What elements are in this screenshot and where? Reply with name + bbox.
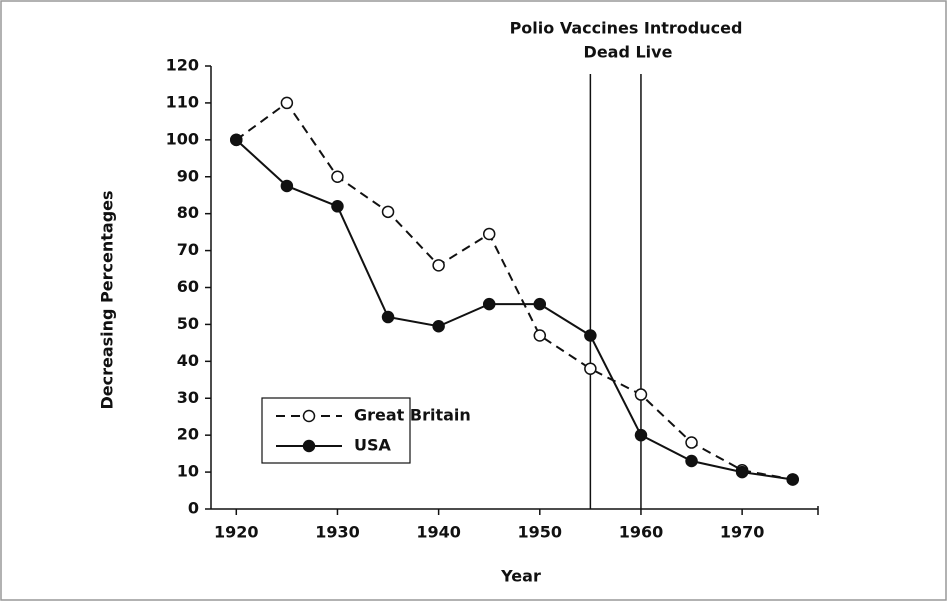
data-point: [381, 205, 395, 219]
data-point: [634, 428, 648, 442]
data-point: [432, 259, 445, 272]
data-point: [533, 329, 547, 342]
x-tick-label: 1940: [416, 523, 461, 542]
y-tick-label: 100: [166, 129, 199, 148]
data-point: [685, 454, 698, 468]
data-point: [482, 227, 496, 241]
y-tick-label: 110: [166, 92, 199, 111]
data-point: [331, 170, 344, 183]
data-point: [786, 473, 799, 486]
data-point: [482, 297, 496, 311]
data-point: [381, 310, 395, 324]
y-tick-label: 90: [177, 166, 199, 185]
x-tick-label: 1930: [315, 523, 360, 542]
x-tick-label: 1950: [518, 523, 563, 542]
y-tick-label: 40: [177, 351, 199, 370]
data-point: [280, 96, 294, 110]
x-tick-label: 1970: [720, 523, 765, 542]
y-tick-label: 30: [177, 388, 199, 407]
y-tick-label: 0: [188, 499, 199, 518]
y-tick-label: 20: [177, 425, 199, 444]
y-tick-label: 70: [177, 240, 199, 259]
annotation: Polio Vaccines Introduced: [510, 19, 743, 38]
y-tick-label: 60: [177, 277, 199, 296]
series-line: [235, 139, 793, 481]
y-tick-label: 80: [177, 203, 199, 222]
y-axis-label: Decreasing Percentages: [98, 190, 117, 409]
legend-label: Great Britain: [354, 406, 471, 425]
legend-label: USA: [354, 436, 392, 455]
data-point: [685, 436, 698, 449]
data-point: [634, 388, 648, 401]
y-tick-label: 10: [177, 462, 199, 481]
legend-marker: [302, 439, 316, 453]
data-point: [584, 362, 597, 375]
data-point: [584, 329, 597, 342]
y-tick-label: 50: [177, 314, 199, 333]
data-point: [735, 465, 749, 479]
legend-box: [261, 397, 411, 464]
x-tick-label: 1960: [619, 523, 664, 542]
data-point: [432, 320, 445, 333]
data-point: [533, 297, 547, 311]
data-point: [280, 179, 294, 193]
data-point: [230, 133, 243, 147]
series-line: [235, 101, 793, 481]
legend-marker: [302, 409, 316, 423]
x-axis-label: Year: [500, 567, 541, 586]
x-tick-label: 1920: [214, 523, 259, 542]
annotation: Dead Live: [584, 43, 673, 62]
y-tick-label: 120: [166, 56, 199, 75]
data-point: [331, 200, 344, 213]
